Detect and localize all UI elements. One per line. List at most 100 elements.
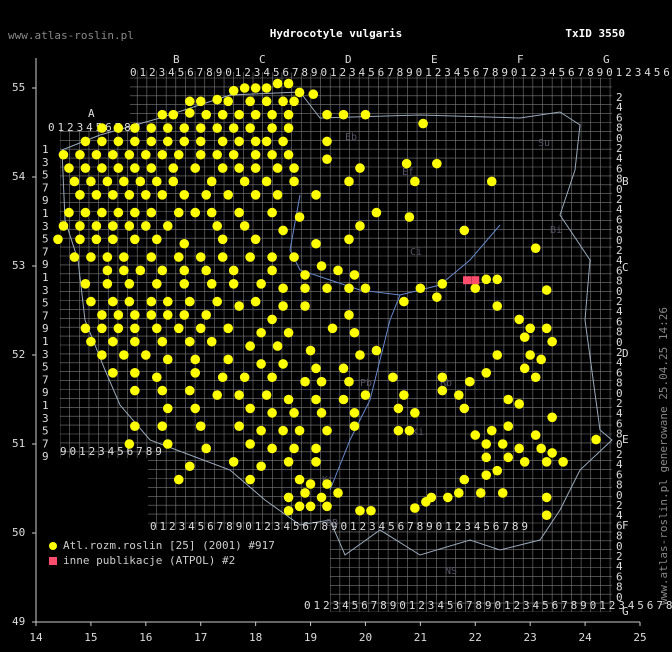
record-dot [184, 296, 195, 307]
record-dot [86, 252, 96, 262]
record-dot [64, 207, 74, 218]
record-dot [355, 350, 365, 360]
record-dot [283, 78, 294, 89]
record-dot [256, 461, 266, 472]
record-dot [530, 243, 541, 253]
record-dot [130, 368, 140, 378]
record-dot [541, 510, 552, 520]
record-dot [179, 190, 190, 200]
record-dot [250, 296, 261, 307]
grid-letter: D [345, 53, 352, 66]
record-dot [80, 136, 91, 147]
record-dot [459, 474, 470, 485]
record-dot [245, 252, 255, 262]
legend: Atl.rozm.roslin [25] (2001) #917 inne pub… [49, 539, 275, 567]
record-dot [322, 109, 332, 120]
record-dot [162, 403, 173, 414]
record-dot [470, 283, 481, 294]
record-dot [322, 154, 332, 164]
record-dot [234, 163, 244, 173]
record-dot [157, 385, 168, 396]
record-dot [278, 359, 288, 369]
record-dot [289, 163, 299, 173]
record-dot [443, 492, 453, 503]
record-dot [410, 176, 420, 187]
river [329, 294, 401, 491]
grid-letter: C [622, 261, 629, 274]
record-dot [157, 421, 168, 432]
record-dot [322, 425, 332, 436]
record-dot [432, 292, 442, 302]
record-dot [102, 252, 113, 262]
record-dot [283, 457, 294, 467]
record-dot [119, 252, 129, 262]
record-dot [173, 252, 184, 262]
record-dot [530, 430, 541, 440]
record-dot [283, 492, 294, 503]
record-dot [261, 176, 272, 187]
record-dot [311, 457, 321, 467]
record-dot [201, 265, 212, 276]
record-dot [311, 443, 321, 454]
record-dot [289, 408, 299, 418]
record-dot [338, 394, 349, 405]
record-dot [278, 283, 288, 294]
record-dot [272, 190, 283, 200]
record-dot [333, 265, 343, 276]
record-dot [283, 109, 294, 120]
record-dot [201, 109, 212, 120]
record-dot [217, 234, 228, 245]
record-dot [404, 425, 415, 436]
record-dot [294, 474, 305, 485]
record-dot [190, 354, 201, 365]
record-dot [130, 163, 140, 173]
record-dot [141, 221, 151, 231]
record-dot [168, 109, 179, 120]
record-dot [344, 310, 354, 320]
record-dot [173, 149, 184, 160]
region-label: Bi [550, 225, 562, 236]
record-dot [146, 252, 157, 262]
record-dot [75, 190, 85, 200]
record-dot [162, 221, 173, 231]
record-dot [130, 310, 140, 320]
record-dot [311, 394, 321, 405]
record-dot [355, 221, 365, 231]
record-dot [195, 323, 206, 334]
record-dot [130, 323, 140, 334]
record-dot [58, 221, 69, 231]
record-dot [228, 149, 239, 160]
record-dot [250, 109, 261, 120]
record-dot [401, 158, 412, 169]
y-tick-label: 52 [12, 348, 25, 361]
record-dot [245, 439, 255, 449]
record-dot [146, 136, 157, 147]
grid-letter: F [517, 53, 524, 66]
record-dot [245, 403, 255, 414]
record-dot [124, 279, 135, 289]
record-dot [113, 163, 124, 173]
record-dot [162, 136, 173, 147]
record-dot [278, 425, 288, 436]
record-dot [206, 207, 217, 218]
record-dot [267, 265, 277, 276]
record-dot [152, 279, 162, 289]
legend-swatch [49, 542, 57, 550]
record-dot [245, 474, 255, 485]
grid-digits: 0123456789 [48, 121, 143, 134]
record-dot [141, 350, 151, 360]
record-dot [333, 488, 343, 498]
legend-label: Atl.rozm.roslin [25] (2001) #917 [63, 539, 275, 552]
record-dot [130, 136, 140, 147]
y-tick-label: 55 [12, 81, 25, 94]
record-dot [119, 350, 129, 360]
record-dot [267, 443, 277, 454]
record-dot [481, 368, 492, 378]
region-label: BB [326, 518, 338, 529]
record-dot [217, 252, 228, 262]
record-dot [190, 207, 201, 218]
record-dot [91, 190, 102, 200]
record-dot [322, 136, 332, 147]
